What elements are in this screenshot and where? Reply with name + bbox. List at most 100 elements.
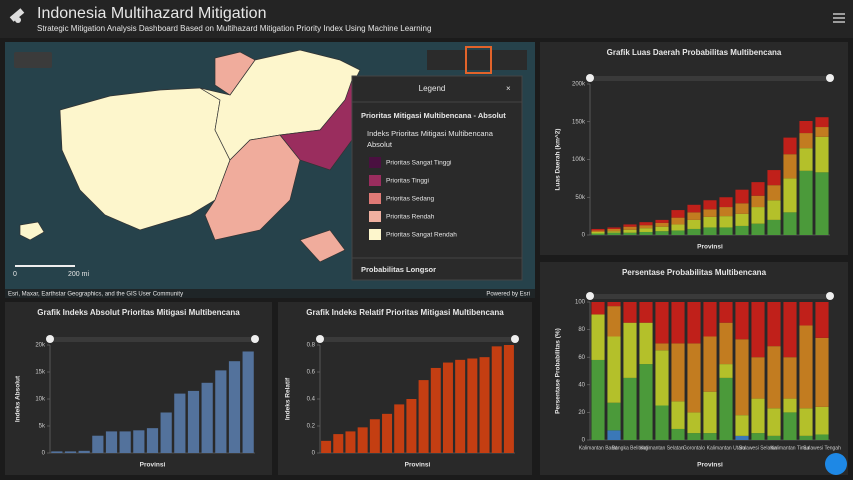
bar-segment xyxy=(799,325,813,409)
region[interactable] xyxy=(204,134,301,241)
slider-handle[interactable] xyxy=(826,292,834,300)
legend-field: Indeks Prioritas Mitigasi Multibencana xyxy=(367,129,494,138)
bar-segment xyxy=(623,232,637,235)
legend-button[interactable] xyxy=(465,46,492,74)
y-tick-label: 15k xyxy=(35,370,46,376)
y-tick-label: 10k xyxy=(35,397,46,403)
bar-segment xyxy=(703,216,717,228)
slider-handle[interactable] xyxy=(316,335,324,343)
x-axis-label: Provinsi xyxy=(140,462,166,469)
bar-segment xyxy=(639,225,653,229)
bar-segment xyxy=(687,219,701,229)
x-tick-label: Kalimantan Barat xyxy=(579,445,618,451)
bar-segment xyxy=(799,120,813,134)
legend-item: Prioritas Sangat Rendah xyxy=(386,232,457,239)
bar xyxy=(430,367,441,453)
y-axis-label: Persentase Probabilitas (%) xyxy=(555,328,562,414)
bar-segment xyxy=(687,228,701,235)
bar-segment xyxy=(783,357,797,399)
bar xyxy=(418,380,429,453)
bar-segment xyxy=(655,405,669,440)
bar-segment xyxy=(591,302,605,315)
bar-segment xyxy=(671,210,685,218)
bar-segment xyxy=(623,322,637,378)
bar-segment xyxy=(719,197,733,208)
bar-segment xyxy=(751,207,765,224)
bar-segment xyxy=(591,233,605,235)
bar-segment xyxy=(767,170,781,186)
bar-segment xyxy=(735,339,749,416)
bar xyxy=(146,428,159,453)
legend-close[interactable]: × xyxy=(506,84,511,93)
bar-segment xyxy=(671,217,685,225)
y-tick-label: 50k xyxy=(575,195,586,201)
toolbar xyxy=(427,50,527,70)
basemap-toggle[interactable] xyxy=(14,52,52,68)
legend-swatch xyxy=(369,229,381,240)
slider-handle[interactable] xyxy=(46,335,54,343)
x-axis-label: Provinsi xyxy=(697,244,723,251)
bar xyxy=(357,427,368,453)
slider-handle[interactable] xyxy=(511,335,519,343)
x-tick-label: Gorontalo xyxy=(683,445,705,451)
bar-segment xyxy=(703,209,717,217)
y-tick-label: 0 xyxy=(582,438,586,444)
region[interactable] xyxy=(214,51,256,96)
bar xyxy=(187,390,200,453)
bar-segment xyxy=(687,302,701,344)
bar xyxy=(133,430,145,453)
bar-segment xyxy=(783,412,797,440)
bar-segment xyxy=(735,225,749,235)
bar-segment xyxy=(751,357,765,399)
bar-segment xyxy=(767,302,781,347)
bar-segment xyxy=(767,435,781,440)
bar-segment xyxy=(703,433,717,440)
x-tick-label: Sulawesi Selatan xyxy=(739,445,778,451)
bar-segment xyxy=(623,224,637,227)
slider-handle[interactable] xyxy=(586,74,594,82)
bar-segment xyxy=(735,189,749,204)
x-tick-label: Kalimantan Timur xyxy=(771,445,810,451)
slider-handle[interactable] xyxy=(586,292,594,300)
bar xyxy=(467,358,478,453)
y-tick-label: 100k xyxy=(572,157,586,163)
bar-segment xyxy=(655,222,669,227)
bar-segment xyxy=(767,185,781,201)
header-bar xyxy=(0,0,853,38)
bar-segment xyxy=(735,415,749,436)
bar-segment xyxy=(639,302,653,323)
bar-segment xyxy=(703,302,717,337)
bar-segment xyxy=(815,434,829,440)
region[interactable] xyxy=(19,221,45,241)
slider-handle[interactable] xyxy=(251,335,259,343)
bar-segment xyxy=(783,137,797,155)
y-tick-label: 0.4 xyxy=(307,397,316,403)
bar-segment xyxy=(591,314,605,360)
logo xyxy=(9,8,25,23)
bar-segment xyxy=(719,377,733,440)
bar-segment xyxy=(607,231,621,233)
bar-segment xyxy=(639,322,653,365)
y-tick-label: 20 xyxy=(578,410,585,416)
refresh-button[interactable] xyxy=(825,453,847,475)
bar-segment xyxy=(671,230,685,235)
bar-segment xyxy=(815,337,829,407)
region[interactable] xyxy=(299,229,346,263)
bar xyxy=(78,450,90,453)
bar-segment xyxy=(671,224,685,231)
bar-segment xyxy=(703,391,717,434)
range-slider xyxy=(318,337,517,342)
bar xyxy=(160,412,172,453)
bar xyxy=(174,393,186,453)
slider-handle[interactable] xyxy=(826,74,834,82)
range-slider xyxy=(588,76,832,81)
bar-segment xyxy=(623,302,637,323)
bar-segment xyxy=(687,412,701,434)
bar-segment xyxy=(671,302,685,344)
bar-segment xyxy=(607,228,621,232)
y-tick-label: 80 xyxy=(578,327,585,333)
menu-button[interactable] xyxy=(833,13,845,23)
bar xyxy=(479,357,490,453)
bar-segment xyxy=(671,401,685,429)
